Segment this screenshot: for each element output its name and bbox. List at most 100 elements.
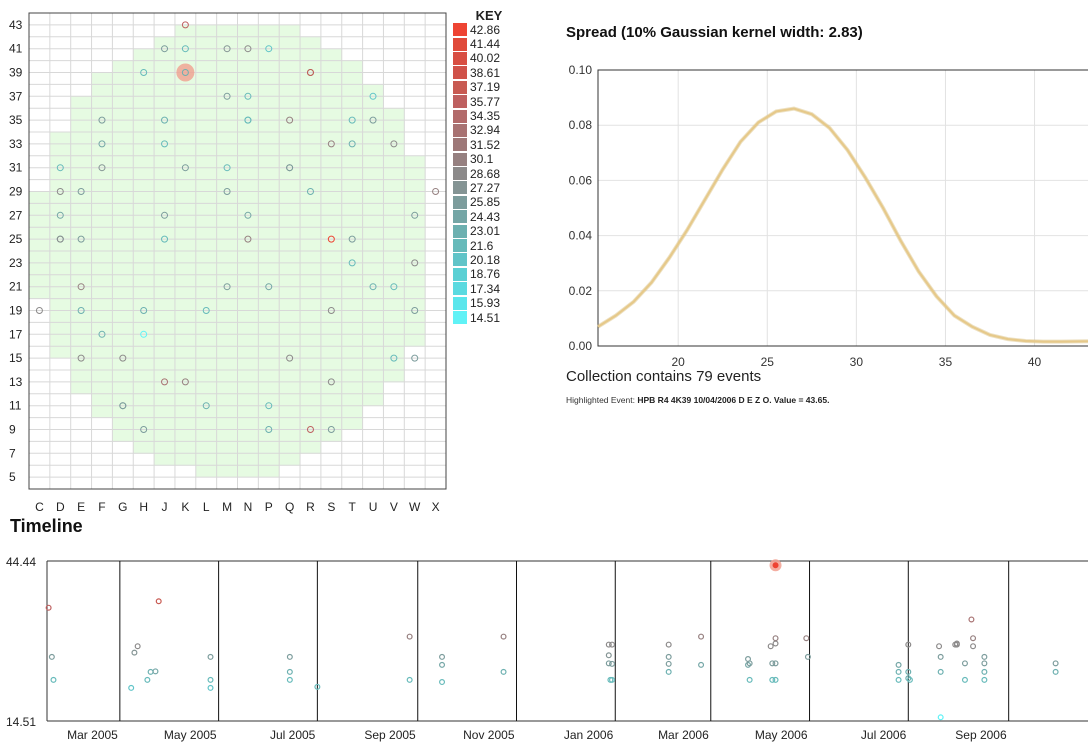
field-cell (174, 84, 197, 97)
sample-point (265, 402, 273, 410)
timeline-point (767, 643, 774, 650)
key-label: 23.01 (470, 224, 501, 239)
timeline-point (207, 684, 214, 691)
field-cell (341, 358, 363, 371)
field-cell (341, 262, 363, 276)
key-row: 23.01 (453, 224, 513, 239)
field-cell (237, 393, 259, 407)
field-cell (133, 274, 155, 288)
key-row: 37.19 (453, 80, 513, 95)
field-cell (91, 286, 113, 299)
y-tick-label: 23 (9, 256, 23, 270)
field-cell (91, 143, 113, 157)
field-cell (49, 346, 72, 359)
field-cell (300, 346, 322, 359)
field-cell (362, 251, 384, 264)
key-label: 42.86 (470, 22, 501, 37)
timeline-point (769, 660, 776, 667)
y-tick-label: 15 (9, 351, 23, 365)
month-label: Jul 2006 (861, 728, 907, 742)
sample-point (411, 259, 419, 267)
month-label: Jan 2006 (564, 728, 614, 742)
field-cell (174, 120, 197, 133)
field-cell (383, 179, 405, 192)
sample-point (223, 283, 231, 291)
field-cell (216, 167, 238, 180)
field-cell (154, 405, 176, 418)
field-cell (362, 191, 384, 204)
field-cell (320, 48, 343, 61)
key-row: 31.52 (453, 138, 513, 153)
key-swatch (453, 282, 467, 297)
field-cell (258, 310, 280, 323)
sample-point (223, 164, 231, 172)
field-cell (174, 393, 197, 407)
y-tick-label: 37 (9, 89, 23, 103)
field-cell (300, 370, 322, 383)
field-cell (320, 96, 343, 109)
field-cell (216, 60, 238, 73)
key-row: 20.18 (453, 253, 513, 268)
sample-point (223, 45, 231, 53)
field-cell (133, 108, 155, 121)
field-cell (195, 310, 218, 323)
field-cell (362, 346, 384, 359)
field-cell (112, 346, 134, 359)
field-cell (258, 203, 280, 216)
field-cell (112, 203, 134, 216)
field-cell (320, 227, 343, 240)
key-row: 15.93 (453, 296, 513, 311)
field-cell (279, 251, 301, 264)
timeline-point (961, 660, 968, 667)
field-cell (112, 429, 134, 442)
field-cell (320, 405, 343, 418)
key-swatch (453, 253, 467, 268)
field-cell (174, 155, 197, 169)
timeline-chart: 44.44 14.51 Mar 2005 May 2005 Jul 2005 Sep 20… (6, 555, 1088, 742)
field-cell (341, 310, 363, 323)
field-cell (320, 215, 343, 228)
field-cell (383, 358, 405, 371)
x-tick-label: H (139, 500, 148, 514)
field-cell (341, 274, 363, 288)
field-cell (279, 143, 301, 157)
sample-point (348, 235, 356, 243)
field-cell (91, 96, 113, 109)
field-cell (133, 215, 155, 228)
field-cell (195, 48, 218, 61)
field-cell (300, 429, 322, 442)
field-cell (216, 381, 238, 395)
field-cell (112, 417, 134, 430)
field-cell (91, 405, 113, 418)
field-cell (237, 179, 259, 192)
field-cell (237, 191, 259, 204)
field-cell (320, 393, 343, 407)
sample-point (56, 188, 64, 195)
field-cell (49, 251, 72, 264)
field-cell (279, 239, 301, 252)
key-swatch (453, 210, 467, 225)
field-cell (216, 215, 238, 228)
field-cell (237, 108, 259, 121)
field-cell (237, 167, 259, 180)
sample-point (244, 45, 252, 53)
key-label: 41.44 (470, 37, 501, 52)
timeline-point (134, 643, 141, 650)
field-cell (174, 370, 197, 383)
field-cell (112, 96, 134, 109)
field-cell (279, 96, 301, 109)
field-cell (154, 251, 176, 264)
x-tick-label: 35 (939, 355, 953, 369)
y-tick-label: 19 (9, 304, 23, 318)
field-cell (362, 393, 384, 407)
field-cell (49, 262, 72, 276)
field-cell (133, 84, 155, 97)
timeline-point (981, 653, 988, 660)
y-max-label: 44.44 (6, 555, 36, 569)
field-cell (279, 215, 301, 228)
field-cell (195, 441, 218, 454)
field-cell (237, 346, 259, 359)
sample-point (390, 354, 398, 362)
field-cell (70, 143, 92, 157)
timeline-point (772, 640, 779, 647)
